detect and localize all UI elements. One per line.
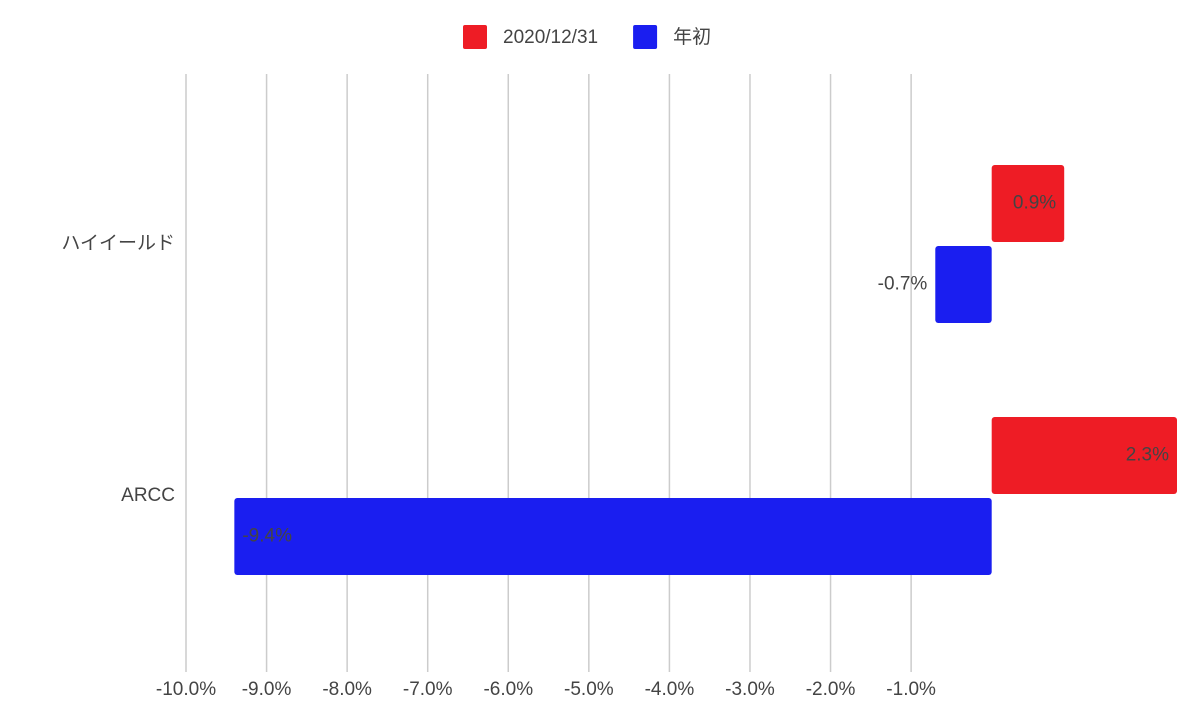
bar [991,165,1065,242]
x-tick-label: -4.0% [645,679,695,700]
y-tick-label: ARCC [121,485,175,506]
legend-label: 年初 [673,26,711,48]
x-tick-label: -7.0% [403,679,453,700]
data-label: -9.4% [242,526,292,547]
x-tick-label: -2.0% [806,679,856,700]
x-tick-label: -10.0% [156,679,216,700]
data-label: -0.7% [878,274,928,295]
data-label: 0.9% [1013,193,1056,214]
bar [991,417,1177,494]
x-tick-label: -3.0% [725,679,775,700]
y-tick-label: ハイイールド [61,233,175,254]
legend-swatch [463,25,487,49]
x-tick-label: -8.0% [322,679,372,700]
data-label: 2.3% [1126,445,1169,466]
legend-label: 2020/12/31 [503,27,598,48]
x-tick-label: -1.0% [886,679,936,700]
bar [234,498,992,575]
bar [935,246,992,323]
legend-swatch [633,25,658,49]
x-tick-label: -6.0% [483,679,533,700]
x-tick-label: -5.0% [564,679,614,700]
x-tick-label: -9.0% [242,679,292,700]
